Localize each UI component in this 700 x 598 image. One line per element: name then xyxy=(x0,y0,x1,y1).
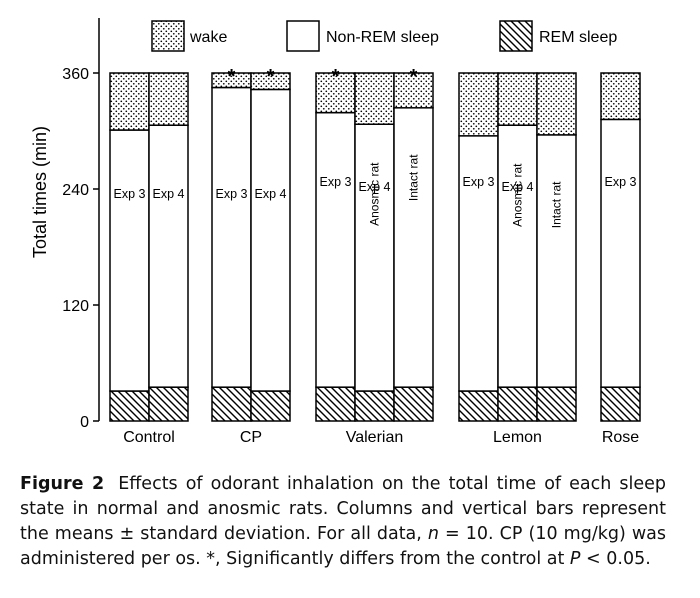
bar-segment-wake xyxy=(600,72,641,121)
bar-segment-wake xyxy=(536,72,577,136)
bar-segment-nrem xyxy=(109,129,150,392)
significance-star: * xyxy=(332,66,340,88)
bar-label: Exp 4 xyxy=(153,187,185,201)
caption-text-2: = 10. CP (10 mg/kg) was administered per… xyxy=(20,524,666,569)
legend-label-nrem: Non-REM sleep xyxy=(326,29,439,46)
y-tick-label: 360 xyxy=(62,66,89,83)
legend-swatch-rem xyxy=(499,20,533,52)
legend-swatch-wake xyxy=(151,20,185,52)
caption-text-1: Effects of odorant inhalation on the tot… xyxy=(20,474,666,544)
bar-segment-wake xyxy=(315,72,356,114)
significance-star: * xyxy=(228,66,236,88)
bar-label: Anosmic rat xyxy=(511,163,525,227)
bar-segment-wake xyxy=(393,72,434,109)
bar-label: Exp 3 xyxy=(114,187,146,201)
bar-label: Exp 3 xyxy=(463,175,495,189)
y-ticks: 0 120 240 360 xyxy=(62,66,99,431)
caption-n-symbol: n xyxy=(427,524,439,544)
bar-segment-rem xyxy=(600,386,641,422)
y-axis-label: Total times (min) xyxy=(30,126,50,258)
bars xyxy=(109,72,641,422)
bar-segment-nrem xyxy=(393,107,434,388)
bar-segment-nrem xyxy=(600,118,641,388)
bar-segment-wake xyxy=(250,72,291,91)
bar-segment-wake xyxy=(109,72,150,131)
bar-segment-nrem xyxy=(250,88,291,392)
bar-segment-wake xyxy=(148,72,189,126)
x-category-label: CP xyxy=(240,429,262,446)
bar-segment-rem xyxy=(354,390,395,422)
stacked-bar-chart: wake Non-REM sleep REM sleep Total times… xyxy=(30,18,641,446)
bar-segment-rem xyxy=(315,386,356,422)
figure-caption: Figure 2 Effects of odorant inhalation on… xyxy=(20,472,666,572)
y-tick-label: 120 xyxy=(62,298,89,315)
y-tick-label: 240 xyxy=(62,182,89,199)
bar-segment-rem xyxy=(393,386,434,422)
bar-segment-rem xyxy=(148,386,189,422)
x-category-label: Lemon xyxy=(493,429,542,446)
group-inner-label: Exp 4 xyxy=(502,180,534,194)
bar-label: Exp 3 xyxy=(605,175,637,189)
caption-p-symbol: P xyxy=(569,549,581,569)
bar-labels: Exp 3 Exp 4 Control * Exp 3 * Exp 4 CP * Exp 3 Ano… xyxy=(114,66,640,446)
x-category-label: Control xyxy=(123,429,175,446)
bar-segment-wake xyxy=(458,72,499,137)
significance-star: * xyxy=(410,66,418,88)
bar-segment-wake xyxy=(497,72,538,126)
bar-segment-nrem xyxy=(497,124,538,388)
x-category-label: Valerian xyxy=(346,429,404,446)
caption-text-3: < 0.05. xyxy=(580,549,651,569)
bar-segment-rem xyxy=(250,390,291,422)
bar-segment-nrem xyxy=(211,86,252,388)
bar-label: Anosmic rat xyxy=(368,162,382,226)
bar-segment-wake xyxy=(354,72,395,125)
bar-segment-nrem xyxy=(315,111,356,388)
bar-label: Exp 4 xyxy=(255,187,287,201)
bar-segment-rem xyxy=(458,390,499,422)
bar-segment-nrem xyxy=(354,123,395,392)
figure-label: Figure 2 xyxy=(20,474,105,494)
y-tick-label: 0 xyxy=(80,414,89,431)
group-inner-label: Exp 4 xyxy=(359,180,391,194)
bar-segment-rem xyxy=(109,390,150,422)
bar-segment-nrem xyxy=(148,124,189,388)
legend-label-rem: REM sleep xyxy=(539,29,617,46)
bar-label: Intact rat xyxy=(550,181,564,228)
bar-segment-rem xyxy=(497,386,538,422)
bar-label: Intact rat xyxy=(407,154,421,201)
legend: wake Non-REM sleep REM sleep xyxy=(151,20,617,52)
bar-label: Exp 3 xyxy=(320,175,352,189)
x-category-label: Rose xyxy=(602,429,639,446)
legend-label-wake: wake xyxy=(189,29,227,46)
legend-swatch-nrem xyxy=(286,20,320,52)
bar-segment-rem xyxy=(536,386,577,422)
bar-segment-nrem xyxy=(458,135,499,392)
bar-segment-nrem xyxy=(536,134,577,388)
significance-star: * xyxy=(267,66,275,88)
bar-label: Exp 3 xyxy=(216,187,248,201)
bar-segment-rem xyxy=(211,386,252,422)
